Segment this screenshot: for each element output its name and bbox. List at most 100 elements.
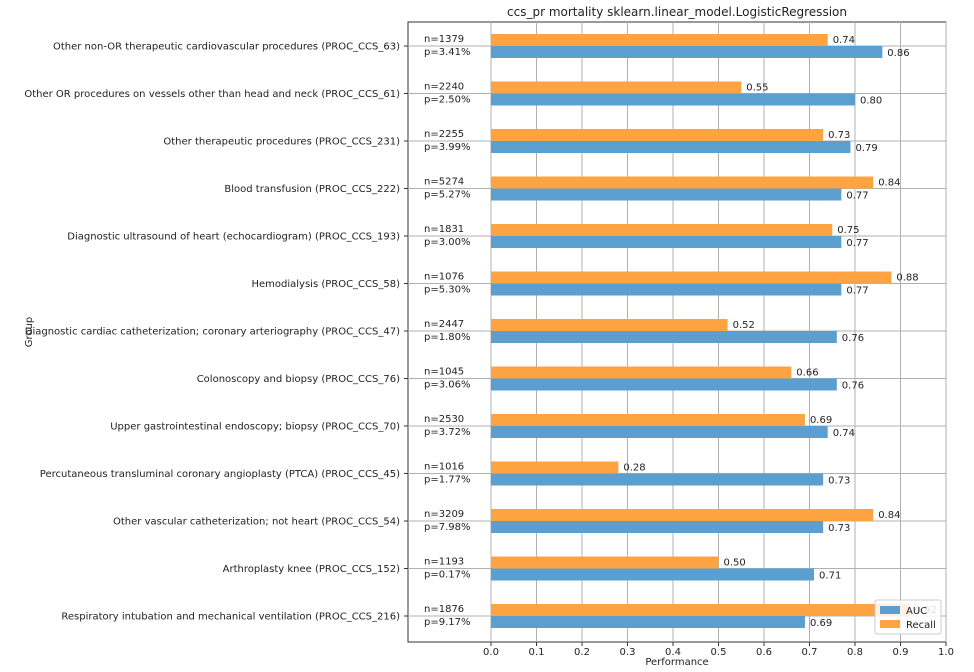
legend-label-auc: AUC — [906, 606, 927, 617]
auc-value-label: 0.76 — [842, 333, 864, 344]
auc-value-label: 0.79 — [855, 143, 877, 154]
x-tick-label: 0.4 — [665, 647, 681, 658]
n-count-label: n=2530 — [424, 414, 464, 425]
prevalence-label: p=1.77% — [424, 475, 471, 486]
auc-bar — [491, 188, 842, 201]
auc-bar — [491, 473, 824, 486]
recall-value-label: 0.52 — [733, 320, 755, 331]
n-count-label: n=5274 — [424, 177, 464, 188]
x-tick-label: 0.3 — [620, 647, 636, 658]
auc-value-label: 0.74 — [833, 428, 855, 439]
prevalence-label: p=1.80% — [424, 332, 471, 343]
auc-value-label: 0.76 — [842, 381, 864, 392]
recall-bar — [491, 176, 874, 189]
x-tick-label: 0.0 — [483, 647, 499, 658]
y-category-label: Other non-OR therapeutic cardiovascular … — [53, 42, 400, 53]
recall-value-label: 0.84 — [878, 510, 900, 521]
x-tick-label: 0.6 — [756, 647, 772, 658]
recall-bar — [491, 366, 792, 379]
recall-bar — [491, 319, 728, 331]
y-category-label: Hemodialysis (PROC_CCS_58) — [251, 279, 400, 290]
auc-bar — [491, 236, 842, 248]
chart-title: ccs_pr mortality sklearn.linear_model.Lo… — [507, 5, 847, 19]
prevalence-label: p=3.72% — [424, 427, 471, 438]
auc-value-label: 0.69 — [810, 618, 832, 629]
y-category-label: Percutaneous transluminal coronary angio… — [40, 469, 400, 480]
y-category-label: Respiratory intubation and mechanical ve… — [61, 612, 400, 623]
n-count-label: n=2447 — [424, 319, 464, 330]
recall-bar — [491, 129, 824, 141]
y-axis-label: Group — [24, 317, 35, 347]
auc-value-label: 0.73 — [828, 523, 850, 534]
prevalence-label: p=0.17% — [424, 570, 471, 581]
recall-value-label: 0.74 — [833, 35, 855, 46]
recall-bar — [491, 556, 719, 569]
x-tick-label: 0.2 — [574, 647, 590, 658]
y-category-label: Arthroplasty knee (PROC_CCS_152) — [223, 564, 400, 575]
n-count-label: n=1076 — [424, 272, 464, 283]
y-category-label: Other OR procedures on vessels other tha… — [24, 89, 400, 100]
ticks: 0.0 0.1 0.2 0.3 0.4 0.5 0.6 0.7 0.8 0.9 1.0 Other n… — [24, 42, 954, 659]
auc-bar — [491, 141, 851, 153]
recall-value-label: 0.28 — [623, 463, 645, 474]
y-category-label: Other therapeutic procedures (PROC_CCS_2… — [163, 137, 400, 148]
recall-value-label: 0.55 — [746, 83, 768, 94]
recall-value-label: 0.84 — [878, 178, 900, 189]
bars — [491, 34, 910, 628]
recall-bar — [491, 414, 805, 426]
recall-value-label: 0.66 — [796, 368, 818, 379]
n-count-label: n=3209 — [424, 509, 464, 520]
n-count-label: n=1045 — [424, 367, 464, 378]
auc-value-label: 0.86 — [887, 48, 909, 59]
n-count-label: n=1876 — [424, 604, 464, 615]
x-tick-label: 0.1 — [529, 647, 545, 658]
auc-bar — [491, 331, 837, 343]
n-count-label: n=2240 — [424, 82, 464, 93]
auc-value-label: 0.71 — [819, 571, 841, 582]
recall-bar — [491, 604, 910, 616]
prevalence-label: p=5.30% — [424, 285, 471, 296]
y-category-label: Colonoscopy and biopsy (PROC_CCS_76) — [197, 374, 400, 385]
y-category-label: Diagnostic ultrasound of heart (echocard… — [67, 232, 400, 243]
n-count-label: n=1193 — [424, 557, 464, 568]
legend-swatch-auc — [880, 606, 900, 614]
prevalence-label: p=7.98% — [424, 522, 471, 533]
auc-bar — [491, 616, 805, 628]
recall-value-label: 0.88 — [896, 273, 918, 284]
prevalence-label: p=2.50% — [424, 95, 471, 106]
n-count-label: n=2255 — [424, 129, 464, 140]
n-count-label: n=1379 — [424, 34, 464, 45]
auc-bar — [491, 46, 883, 58]
x-axis-label: Performance — [645, 657, 708, 668]
n-count-label: n=1831 — [424, 224, 464, 235]
prevalence-label: p=3.99% — [424, 142, 471, 153]
recall-value-label: 0.75 — [837, 225, 859, 236]
recall-bar — [491, 509, 874, 521]
prevalence-label: p=3.06% — [424, 380, 471, 391]
prevalence-label: p=9.17% — [424, 617, 471, 628]
y-category-label: Other vascular catheterization; not hear… — [113, 517, 400, 528]
legend-label-recall: Recall — [906, 620, 936, 631]
legend: AUC Recall — [874, 599, 942, 635]
y-category-label: Blood transfusion (PROC_CCS_222) — [224, 184, 400, 195]
prevalence-label: p=3.00% — [424, 237, 471, 248]
legend-swatch-recall — [880, 620, 900, 628]
prevalence-label: p=5.27% — [424, 190, 471, 201]
auc-value-label: 0.80 — [860, 96, 882, 107]
x-tick-label: 0.5 — [711, 647, 727, 658]
auc-value-label: 0.77 — [846, 238, 868, 249]
auc-value-label: 0.77 — [846, 286, 868, 297]
x-tick-label: 0.9 — [893, 647, 909, 658]
x-tick-label: 1.0 — [938, 647, 954, 658]
annotations: 0.74 0.86 n=1379 p=3.41% 0.55 0.80 n=2240 p=2.5… — [424, 34, 937, 629]
auc-bar — [491, 521, 824, 533]
n-count-label: n=1016 — [424, 462, 464, 473]
auc-bar — [491, 426, 828, 438]
auc-bar — [491, 568, 815, 581]
recall-bar — [491, 461, 619, 474]
x-tick-label: 0.8 — [847, 647, 863, 658]
recall-value-label: 0.73 — [828, 130, 850, 141]
auc-bar — [491, 93, 855, 106]
recall-bar — [491, 81, 742, 94]
